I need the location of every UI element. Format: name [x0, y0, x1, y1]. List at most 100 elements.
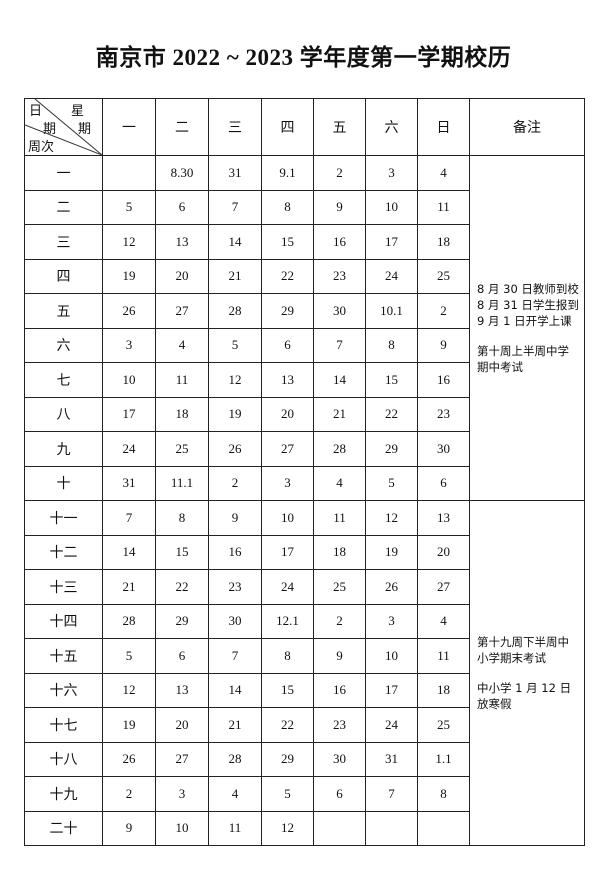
corner-label-ri: 日 — [29, 104, 43, 119]
date-cell: 16 — [417, 362, 470, 398]
date-cell: 12.1 — [261, 603, 314, 639]
date-cell: 9.1 — [261, 155, 314, 191]
date-cell: 12 — [365, 500, 418, 536]
date-cell: 12 — [102, 224, 156, 260]
date-cell: 7 — [365, 776, 418, 812]
date-cell: 28 — [313, 431, 366, 467]
date-cell: 11 — [417, 638, 470, 674]
day-header-wed: 三 — [208, 98, 262, 156]
remark-line: 8 月 31 日学生报到 — [477, 298, 579, 312]
page-title: 南京市 2022 ~ 2023 学年度第一学期校历 — [95, 45, 512, 70]
table-row: 五 26 27 28 29 30 10.1 2 — [24, 293, 585, 329]
date-cell: 14 — [208, 672, 262, 708]
date-cell: 22 — [365, 396, 418, 432]
week-label: 十三 — [24, 569, 103, 605]
date-cell: 9 — [208, 500, 262, 536]
date-cell: 22 — [155, 569, 209, 605]
date-cell: 5 — [365, 465, 418, 501]
date-cell: 18 — [417, 672, 470, 708]
remarks-first-half: 8 月 30 日教师到校 8 月 31 日学生报到 9 月 1 日开学上课 第十周上半… — [469, 155, 585, 501]
date-cell: 15 — [155, 534, 209, 570]
date-cell: 25 — [417, 707, 470, 743]
school-calendar-table: 日 期 星 期 周次 一 二 三 四 五 六 日 备注 一 8.30 31 9.1 2 3… — [24, 98, 585, 846]
corner-header-cell: 日 期 星 期 周次 — [24, 98, 103, 156]
date-cell: 7 — [102, 500, 156, 536]
date-cell: 3 — [102, 327, 156, 363]
week-label: 十六 — [24, 672, 103, 708]
date-cell: 6 — [155, 638, 209, 674]
header-row: 日 期 星 期 周次 一 二 三 四 五 六 日 备注 — [24, 98, 585, 156]
date-cell: 10 — [102, 362, 156, 398]
week-label: 十四 — [24, 603, 103, 639]
table-row: 十七 19 20 21 22 23 24 25 — [24, 707, 585, 743]
date-cell: 4 — [313, 465, 366, 501]
date-cell: 6 — [155, 189, 209, 225]
date-cell: 5 — [102, 189, 156, 225]
date-cell: 10 — [365, 638, 418, 674]
date-cell: 23 — [208, 569, 262, 605]
date-cell — [417, 810, 470, 846]
date-cell: 1.1 — [417, 741, 470, 777]
remark-line: 8 月 30 日教师到校 — [477, 282, 579, 296]
date-cell: 3 — [365, 155, 418, 191]
table-row: 十九 2 3 4 5 6 7 8 — [24, 776, 585, 812]
date-cell: 19 — [208, 396, 262, 432]
date-cell: 10.1 — [365, 293, 418, 329]
corner-label-qi2: 期 — [78, 122, 92, 137]
date-cell: 24 — [102, 431, 156, 467]
date-cell: 4 — [417, 603, 470, 639]
table-row: 八 17 18 19 20 21 22 23 — [24, 396, 585, 432]
date-cell: 4 — [155, 327, 209, 363]
date-cell: 27 — [261, 431, 314, 467]
day-header-sun: 日 — [417, 98, 470, 156]
date-cell: 11 — [208, 810, 262, 846]
date-cell: 25 — [417, 258, 470, 294]
table-row: 三 12 13 14 15 16 17 18 — [24, 224, 585, 260]
date-cell: 13 — [155, 224, 209, 260]
date-cell: 21 — [313, 396, 366, 432]
date-cell: 24 — [365, 707, 418, 743]
week-label: 十八 — [24, 741, 103, 777]
date-cell: 14 — [208, 224, 262, 260]
week-label: 七 — [24, 362, 103, 398]
table-row: 十八 26 27 28 29 30 31 1.1 — [24, 741, 585, 777]
date-cell: 20 — [417, 534, 470, 570]
date-cell: 2 — [313, 155, 366, 191]
date-cell: 30 — [313, 741, 366, 777]
day-header-tue: 二 — [155, 98, 209, 156]
date-cell: 14 — [102, 534, 156, 570]
date-cell: 12 — [208, 362, 262, 398]
date-cell: 8.30 — [155, 155, 209, 191]
date-cell: 3 — [365, 603, 418, 639]
date-cell: 13 — [417, 500, 470, 536]
date-cell: 2 — [313, 603, 366, 639]
date-cell: 12 — [102, 672, 156, 708]
date-cell: 15 — [261, 224, 314, 260]
date-cell: 26 — [102, 741, 156, 777]
date-cell: 17 — [365, 224, 418, 260]
date-cell: 20 — [155, 258, 209, 294]
date-cell: 3 — [261, 465, 314, 501]
week-label: 六 — [24, 327, 103, 363]
week-label: 十五 — [24, 638, 103, 674]
date-cell: 8 — [261, 189, 314, 225]
week-label: 十九 — [24, 776, 103, 812]
date-cell: 26 — [208, 431, 262, 467]
week-label: 五 — [24, 293, 103, 329]
date-cell: 24 — [261, 569, 314, 605]
date-cell: 12 — [261, 810, 314, 846]
date-cell — [313, 810, 366, 846]
corner-label-qi: 期 — [43, 122, 57, 137]
remarks-header: 备注 — [469, 98, 585, 156]
date-cell: 20 — [261, 396, 314, 432]
date-cell: 21 — [102, 569, 156, 605]
date-cell: 30 — [208, 603, 262, 639]
date-cell: 31 — [102, 465, 156, 501]
date-cell: 10 — [261, 500, 314, 536]
date-cell: 11 — [155, 362, 209, 398]
date-cell: 26 — [365, 569, 418, 605]
week-label: 三 — [24, 224, 103, 260]
date-cell: 13 — [261, 362, 314, 398]
date-cell: 4 — [417, 155, 470, 191]
date-cell: 27 — [155, 293, 209, 329]
